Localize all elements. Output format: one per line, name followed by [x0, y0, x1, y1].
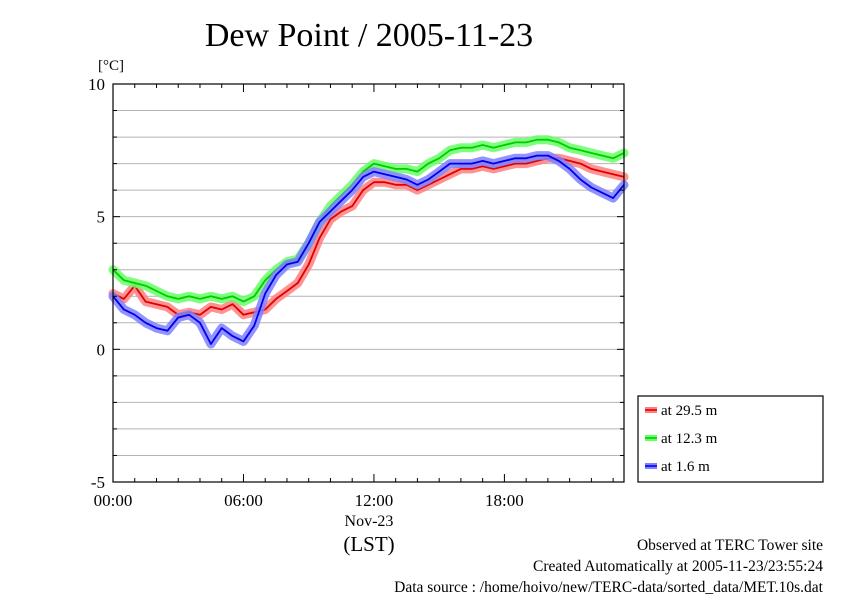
legend-label: at 29.5 m	[661, 403, 718, 419]
series-line-1	[112, 157, 625, 316]
y-tick-label: 0	[97, 340, 106, 359]
created-timestamp-text: Created Automatically at 2005-11-23/23:5…	[533, 558, 823, 575]
y-axis-unit-label: [°C]	[98, 58, 124, 74]
legend-label: at 1.6 m	[661, 459, 710, 475]
legend: at 29.5 m at 12.3 m at 1.6 m	[637, 395, 824, 483]
series-line-2	[112, 138, 625, 303]
x-unit-label: (LST)	[343, 532, 394, 556]
legend-box	[637, 395, 824, 483]
x-date-label: Nov-23	[345, 513, 394, 530]
legend-label: at 12.3 m	[661, 431, 718, 447]
series-layer	[108, 135, 629, 349]
y-tick-label: 10	[88, 75, 105, 94]
series-band-1	[108, 153, 629, 320]
y-tick-label: -5	[91, 473, 105, 492]
x-tick-label: 06:00	[224, 491, 263, 510]
x-tick-label: 00:00	[94, 491, 133, 510]
series-line-3	[112, 154, 625, 345]
x-tick-label: 12:00	[355, 491, 394, 510]
x-tick-label: 18:00	[485, 491, 524, 510]
observed-site-text: Observed at TERC Tower site	[637, 537, 823, 554]
y-tick-label: 5	[97, 208, 106, 227]
plot-frame	[112, 83, 625, 483]
data-source-text: Data source : /home/hoivo/new/TERC-data/…	[394, 579, 824, 595]
chart-title: Dew Point / 2005-11-23	[205, 17, 533, 54]
axis-layer: -5 0 5 10 00:00 06:00 12:00 18:00	[88, 75, 624, 510]
